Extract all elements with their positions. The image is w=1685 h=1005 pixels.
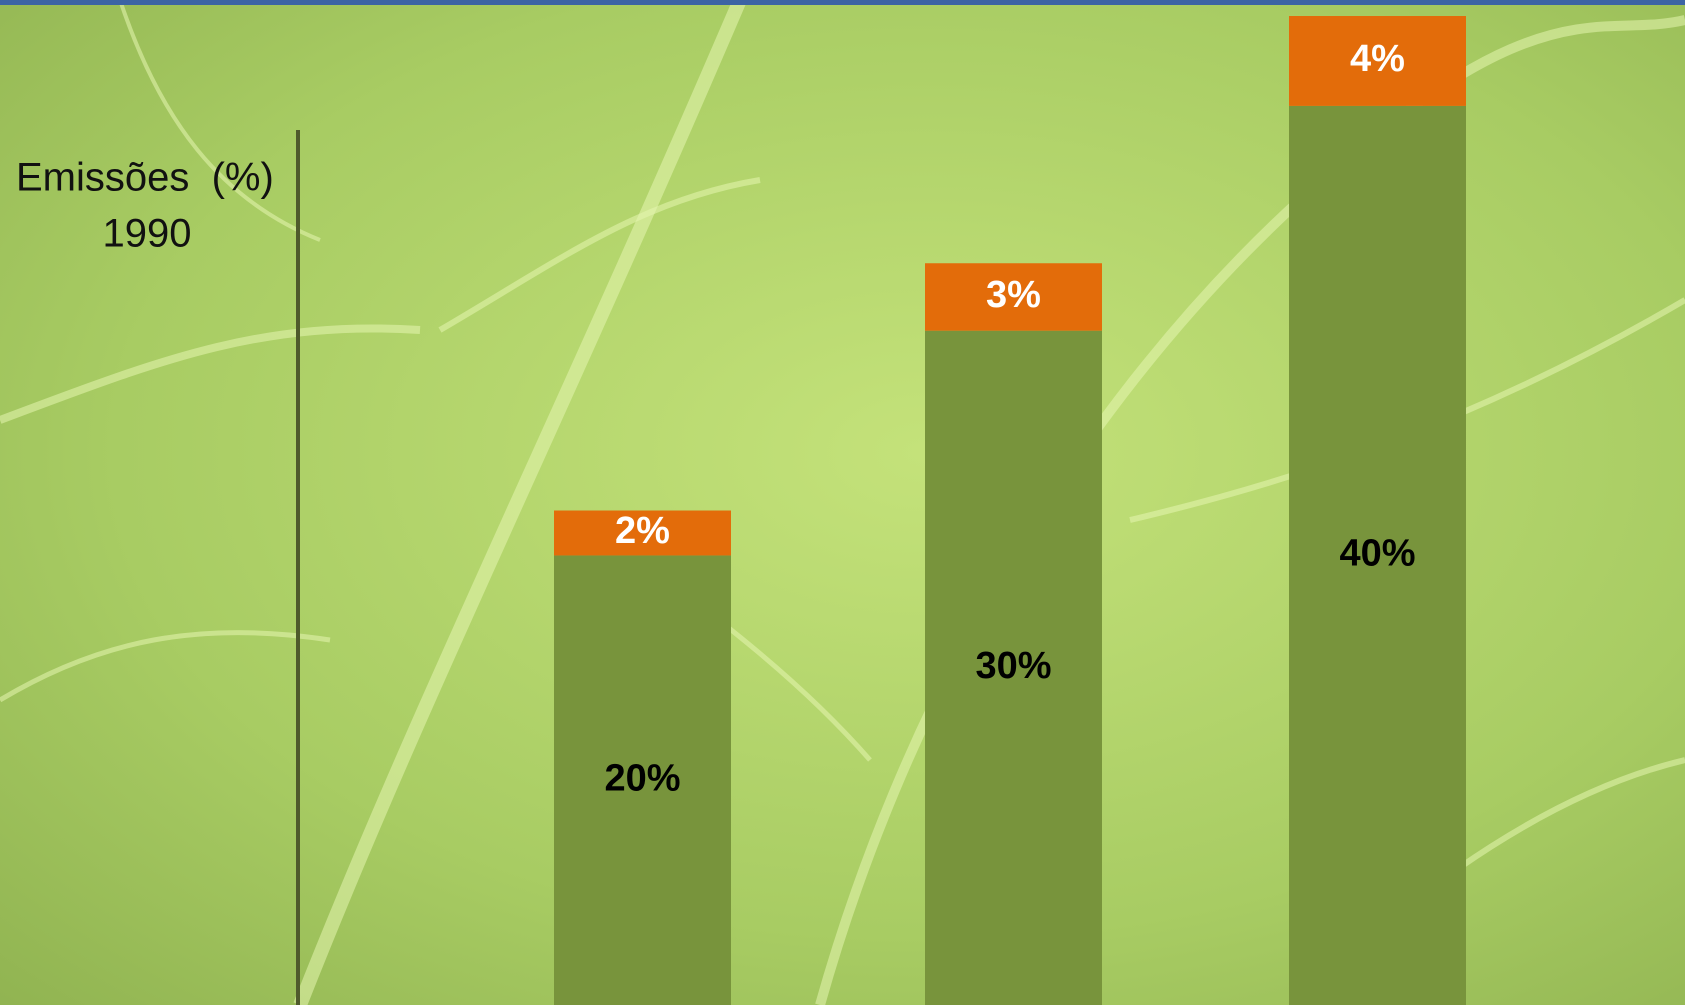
- y-axis-title: 1990: [103, 212, 192, 256]
- data-label: 40%: [1339, 532, 1415, 574]
- data-label: 3%: [986, 274, 1041, 316]
- data-label: 20%: [604, 757, 680, 799]
- data-label: 2%: [615, 510, 670, 552]
- y-axis-title: Emissões (%): [16, 156, 274, 200]
- data-label: 30%: [975, 645, 1051, 687]
- slide: Emissões (%) 1990 20% 2% 30% 3% 40% 4%: [0, 0, 1685, 1005]
- top-strip: [0, 0, 1685, 5]
- data-label: 4%: [1350, 38, 1405, 80]
